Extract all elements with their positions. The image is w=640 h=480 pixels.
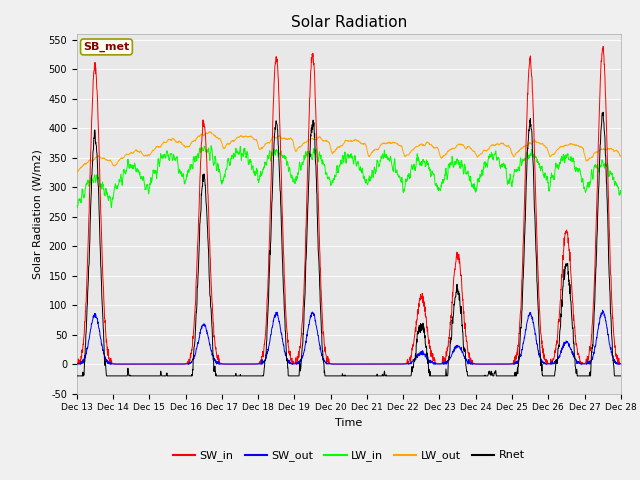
Title: Solar Radiation: Solar Radiation xyxy=(291,15,407,30)
Y-axis label: Solar Radiation (W/m2): Solar Radiation (W/m2) xyxy=(33,149,43,278)
X-axis label: Time: Time xyxy=(335,418,362,428)
Text: SB_met: SB_met xyxy=(83,42,129,52)
Legend: SW_in, SW_out, LW_in, LW_out, Rnet: SW_in, SW_out, LW_in, LW_out, Rnet xyxy=(168,446,529,466)
